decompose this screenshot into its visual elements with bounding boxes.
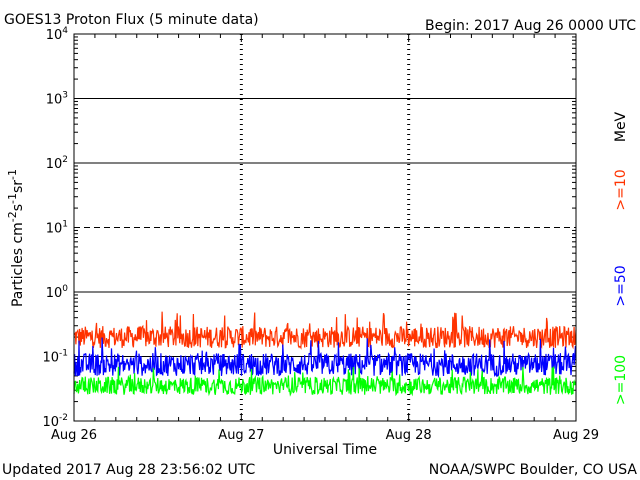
y-tick-label: 102 (46, 155, 68, 172)
series-line (73, 337, 577, 379)
legend-series-ge100: >=100 (613, 355, 629, 405)
updated-label: Updated 2017 Aug 28 23:56:02 UTC (2, 462, 255, 478)
y-tick-label: 10-1 (42, 349, 68, 366)
x-tick-label: Aug 26 (51, 428, 97, 443)
legend-series-ge10-group: >=10 (613, 169, 629, 210)
legend-series-ge100-group: >=100 (613, 355, 629, 405)
plot-frame (73, 33, 577, 422)
data-series (73, 311, 577, 397)
y-tick-label: 101 (46, 220, 68, 237)
y-tick-label: 104 (46, 26, 69, 43)
y-tick-label: 10-2 (42, 413, 68, 430)
plot-grid (73, 34, 577, 421)
x-tick-label: Aug 29 (553, 428, 599, 443)
credit-label: NOAA/SWPC Boulder, CO USA (429, 462, 638, 478)
begin-label: Begin: 2017 Aug 26 0000 UTC (425, 18, 636, 34)
legend-unit-group: MeV (613, 111, 629, 142)
chart-title: GOES13 Proton Flux (5 minute data) (4, 12, 259, 28)
y-tick-label: 100 (46, 284, 69, 301)
y-tick-label: 103 (46, 91, 68, 108)
series-line (73, 311, 577, 350)
y-axis-label-group: Particles cm-2s-1sr-1 (6, 169, 26, 307)
legend-unit: MeV (613, 111, 629, 142)
y-axis-label: Particles cm-2s-1sr-1 (6, 169, 26, 307)
x-tick-label: Aug 28 (386, 428, 432, 443)
x-tick-label: Aug 27 (218, 428, 264, 443)
legend-series-ge50: >=50 (613, 265, 629, 306)
series-line (73, 366, 577, 397)
x-tick-labels: Aug 26 Aug 27 Aug 28 Aug 29 (51, 428, 599, 443)
legend-series-ge10: >=10 (613, 169, 629, 210)
series-legend: MeV >=10 >=50 >=100 (613, 111, 629, 405)
legend-series-ge50-group: >=50 (613, 265, 629, 306)
x-axis-label: Universal Time (273, 442, 377, 458)
y-tick-labels: 10-2 10-1 100 101 102 103 104 (42, 26, 68, 430)
